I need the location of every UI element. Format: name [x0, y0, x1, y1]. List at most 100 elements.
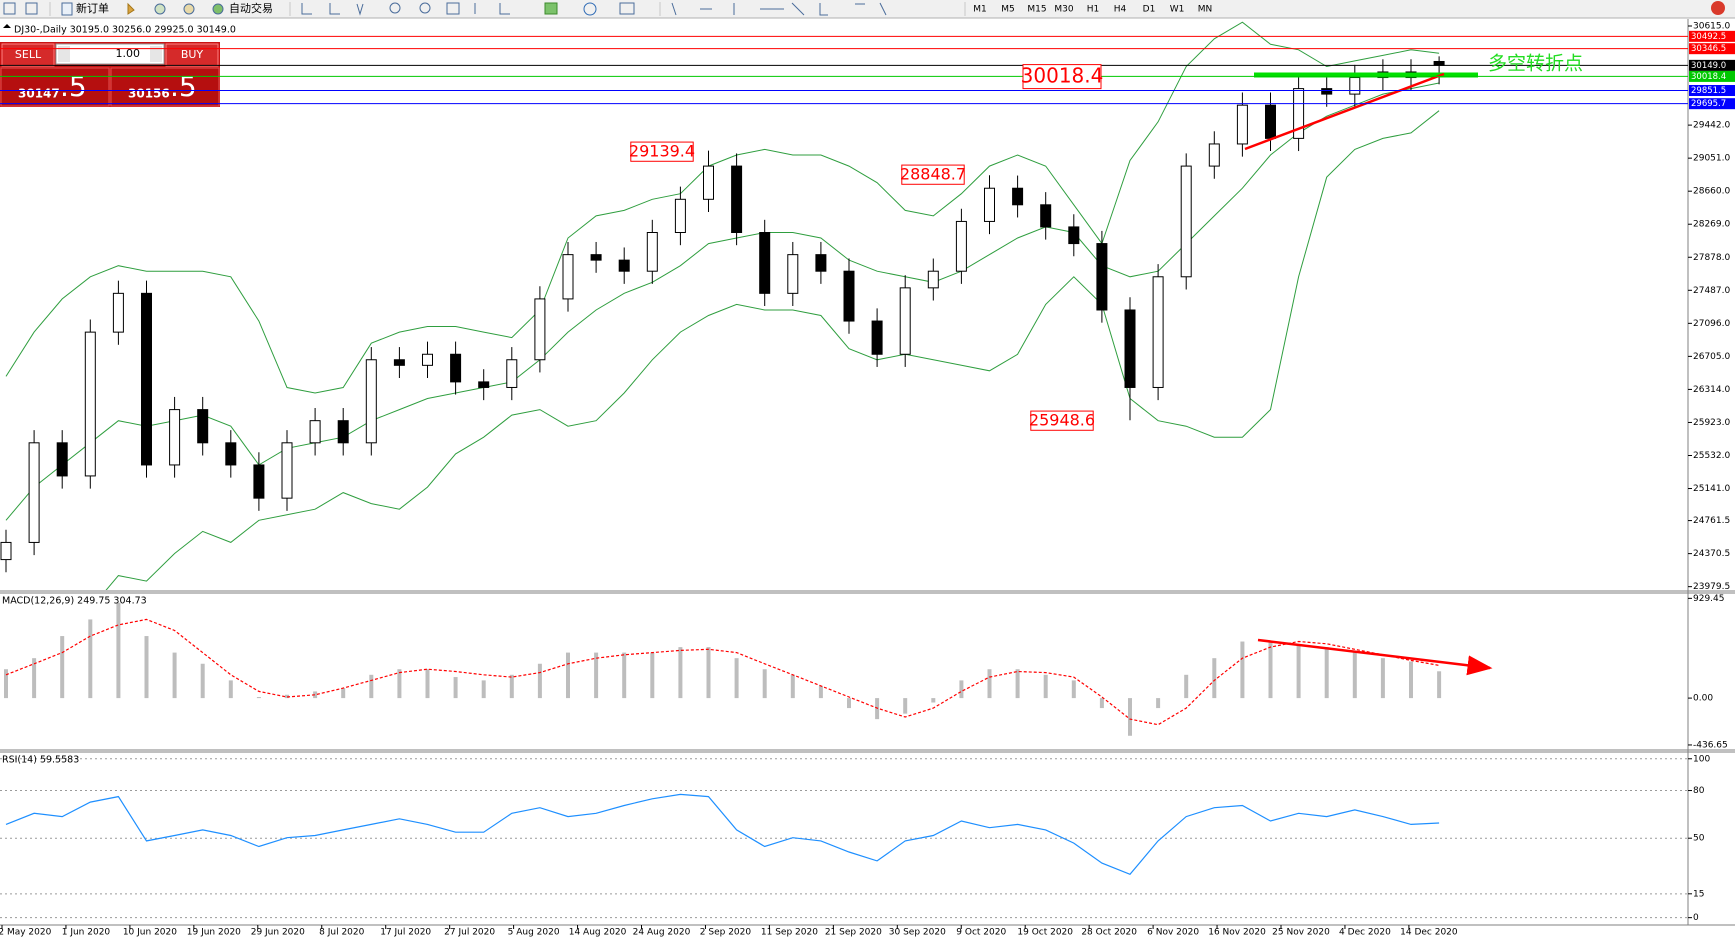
rsi-plot [0, 758, 1688, 919]
timeframe-button[interactable]: M30 [1054, 5, 1073, 15]
y-tick-label: 30615.0 [1693, 21, 1730, 31]
trend-line [1244, 72, 1445, 151]
macd-bar [566, 652, 570, 699]
macd-bar [1296, 644, 1301, 699]
toolbar-button[interactable]: 自动交易 [229, 1, 273, 15]
alert-icon[interactable] [1711, 1, 1725, 15]
timeframe-button[interactable]: MN [1198, 5, 1213, 15]
candle-body [871, 320, 883, 355]
x-tick-label: 19 Jun 2020 [187, 928, 241, 937]
buy-label[interactable]: BUY [181, 48, 204, 61]
candle-body [141, 292, 152, 466]
y-tick-label: 0 [1693, 913, 1699, 923]
one-click-trading: SELL 1.00 BUY 30147 .5 30156 .5 [0, 42, 220, 107]
y-tick-label: 27878.0 [1693, 253, 1730, 263]
buy-price-tail: .5 [170, 70, 197, 103]
timeframe-button[interactable]: D1 [1143, 5, 1156, 15]
candle-body [281, 442, 293, 499]
timeframe-button[interactable]: W1 [1170, 5, 1185, 15]
y-tick-label: 27096.0 [1693, 319, 1730, 329]
macd-bar [509, 674, 514, 699]
macd-bar [116, 602, 121, 699]
candle-body [843, 270, 855, 322]
macd-bar [1409, 661, 1413, 699]
volume-value[interactable]: 1.00 [116, 47, 141, 60]
candle-body [1208, 143, 1220, 167]
x-tick-label: 2 Sep 2020 [700, 928, 752, 937]
x-tick-label: 16 Nov 2020 [1208, 928, 1266, 937]
sell-label[interactable]: SELL [15, 48, 42, 61]
y-tick-label: 23979.5 [1693, 582, 1730, 592]
macd-bar [313, 691, 318, 699]
timeframe-button[interactable]: H4 [1114, 5, 1127, 15]
macd-bar [706, 647, 711, 699]
macd-bar [1437, 671, 1442, 699]
candle-body [253, 464, 265, 499]
x-tick-label: 17 Jul 2020 [380, 928, 431, 937]
price-annotation-box [1022, 64, 1102, 90]
macd-bar [1015, 669, 1020, 699]
macd-bar [847, 698, 851, 709]
toolbar-separators [49, 2, 966, 16]
macd-bar [397, 669, 402, 699]
x-tick-label: 19 Oct 2020 [1017, 928, 1073, 937]
x-tick-label: 28 Oct 2020 [1081, 928, 1137, 937]
buy-button[interactable] [165, 43, 219, 67]
divergence-arrow [1257, 638, 1493, 676]
sell-button[interactable] [1, 43, 55, 67]
candle-body [674, 198, 686, 234]
y-tick-label: 29442.0 [1693, 121, 1730, 131]
volume-up[interactable] [150, 46, 162, 62]
macd-bar [4, 669, 8, 699]
y-tick-label: -436.65 [1693, 740, 1728, 750]
macd-bar [1043, 674, 1048, 699]
candle-body [169, 409, 181, 466]
price-annotation: 28848.7 [900, 165, 966, 184]
candle-body [84, 331, 96, 477]
buy-price-box[interactable] [110, 67, 220, 107]
timeframe-button[interactable]: M5 [1001, 5, 1015, 15]
y-tick-label: 929.45 [1693, 594, 1725, 604]
rsi-line [5, 793, 1440, 876]
x-tick-label: 14 Dec 2020 [1400, 928, 1458, 937]
candle-body [562, 254, 574, 300]
main-plot [0, 21, 1445, 590]
x-tick-label: 1 Jun 2020 [62, 928, 111, 937]
macd-bar [1099, 698, 1104, 709]
price-level-label: 29695.7 [1691, 99, 1726, 109]
macd-bar [453, 677, 458, 699]
candle-body [1265, 104, 1276, 139]
candle-body [1040, 204, 1052, 228]
y-tick-label: 28660.0 [1693, 187, 1730, 197]
candle-body [1293, 88, 1305, 139]
timeframe-button[interactable]: M1 [973, 5, 987, 15]
macd-bar [678, 647, 683, 699]
candle-body [1152, 276, 1164, 388]
macd-bar [650, 652, 655, 699]
candle-body [1012, 187, 1024, 206]
volume-box[interactable] [55, 43, 165, 65]
candle-body [1321, 88, 1333, 95]
x-tick-label: 10 Jun 2020 [123, 928, 177, 937]
macd-bar [790, 674, 795, 699]
sell-price-box[interactable] [0, 67, 110, 107]
candle-body [1068, 226, 1080, 245]
macd-bar [931, 698, 936, 703]
macd-bar [32, 658, 37, 699]
toolbar-button[interactable]: 新订单 [76, 1, 109, 15]
macd-bar [959, 680, 964, 699]
candle-body [337, 420, 349, 444]
buy-price: 30156 [128, 87, 170, 101]
candle-body [984, 187, 995, 222]
toolbar-icons [3, 2, 887, 16]
y-tick-label: 25141.0 [1693, 484, 1730, 494]
chart-collapse-icon[interactable] [3, 24, 11, 28]
volume-down[interactable] [58, 46, 70, 62]
candle-body [365, 359, 377, 444]
candle-body [1349, 77, 1361, 95]
candle-body [955, 220, 967, 272]
timeframe-button[interactable]: H1 [1087, 5, 1100, 15]
toolbar [0, 0, 1735, 18]
x-tick-label: 22 May 2020 [0, 928, 52, 937]
timeframe-button[interactable]: M15 [1027, 5, 1046, 15]
